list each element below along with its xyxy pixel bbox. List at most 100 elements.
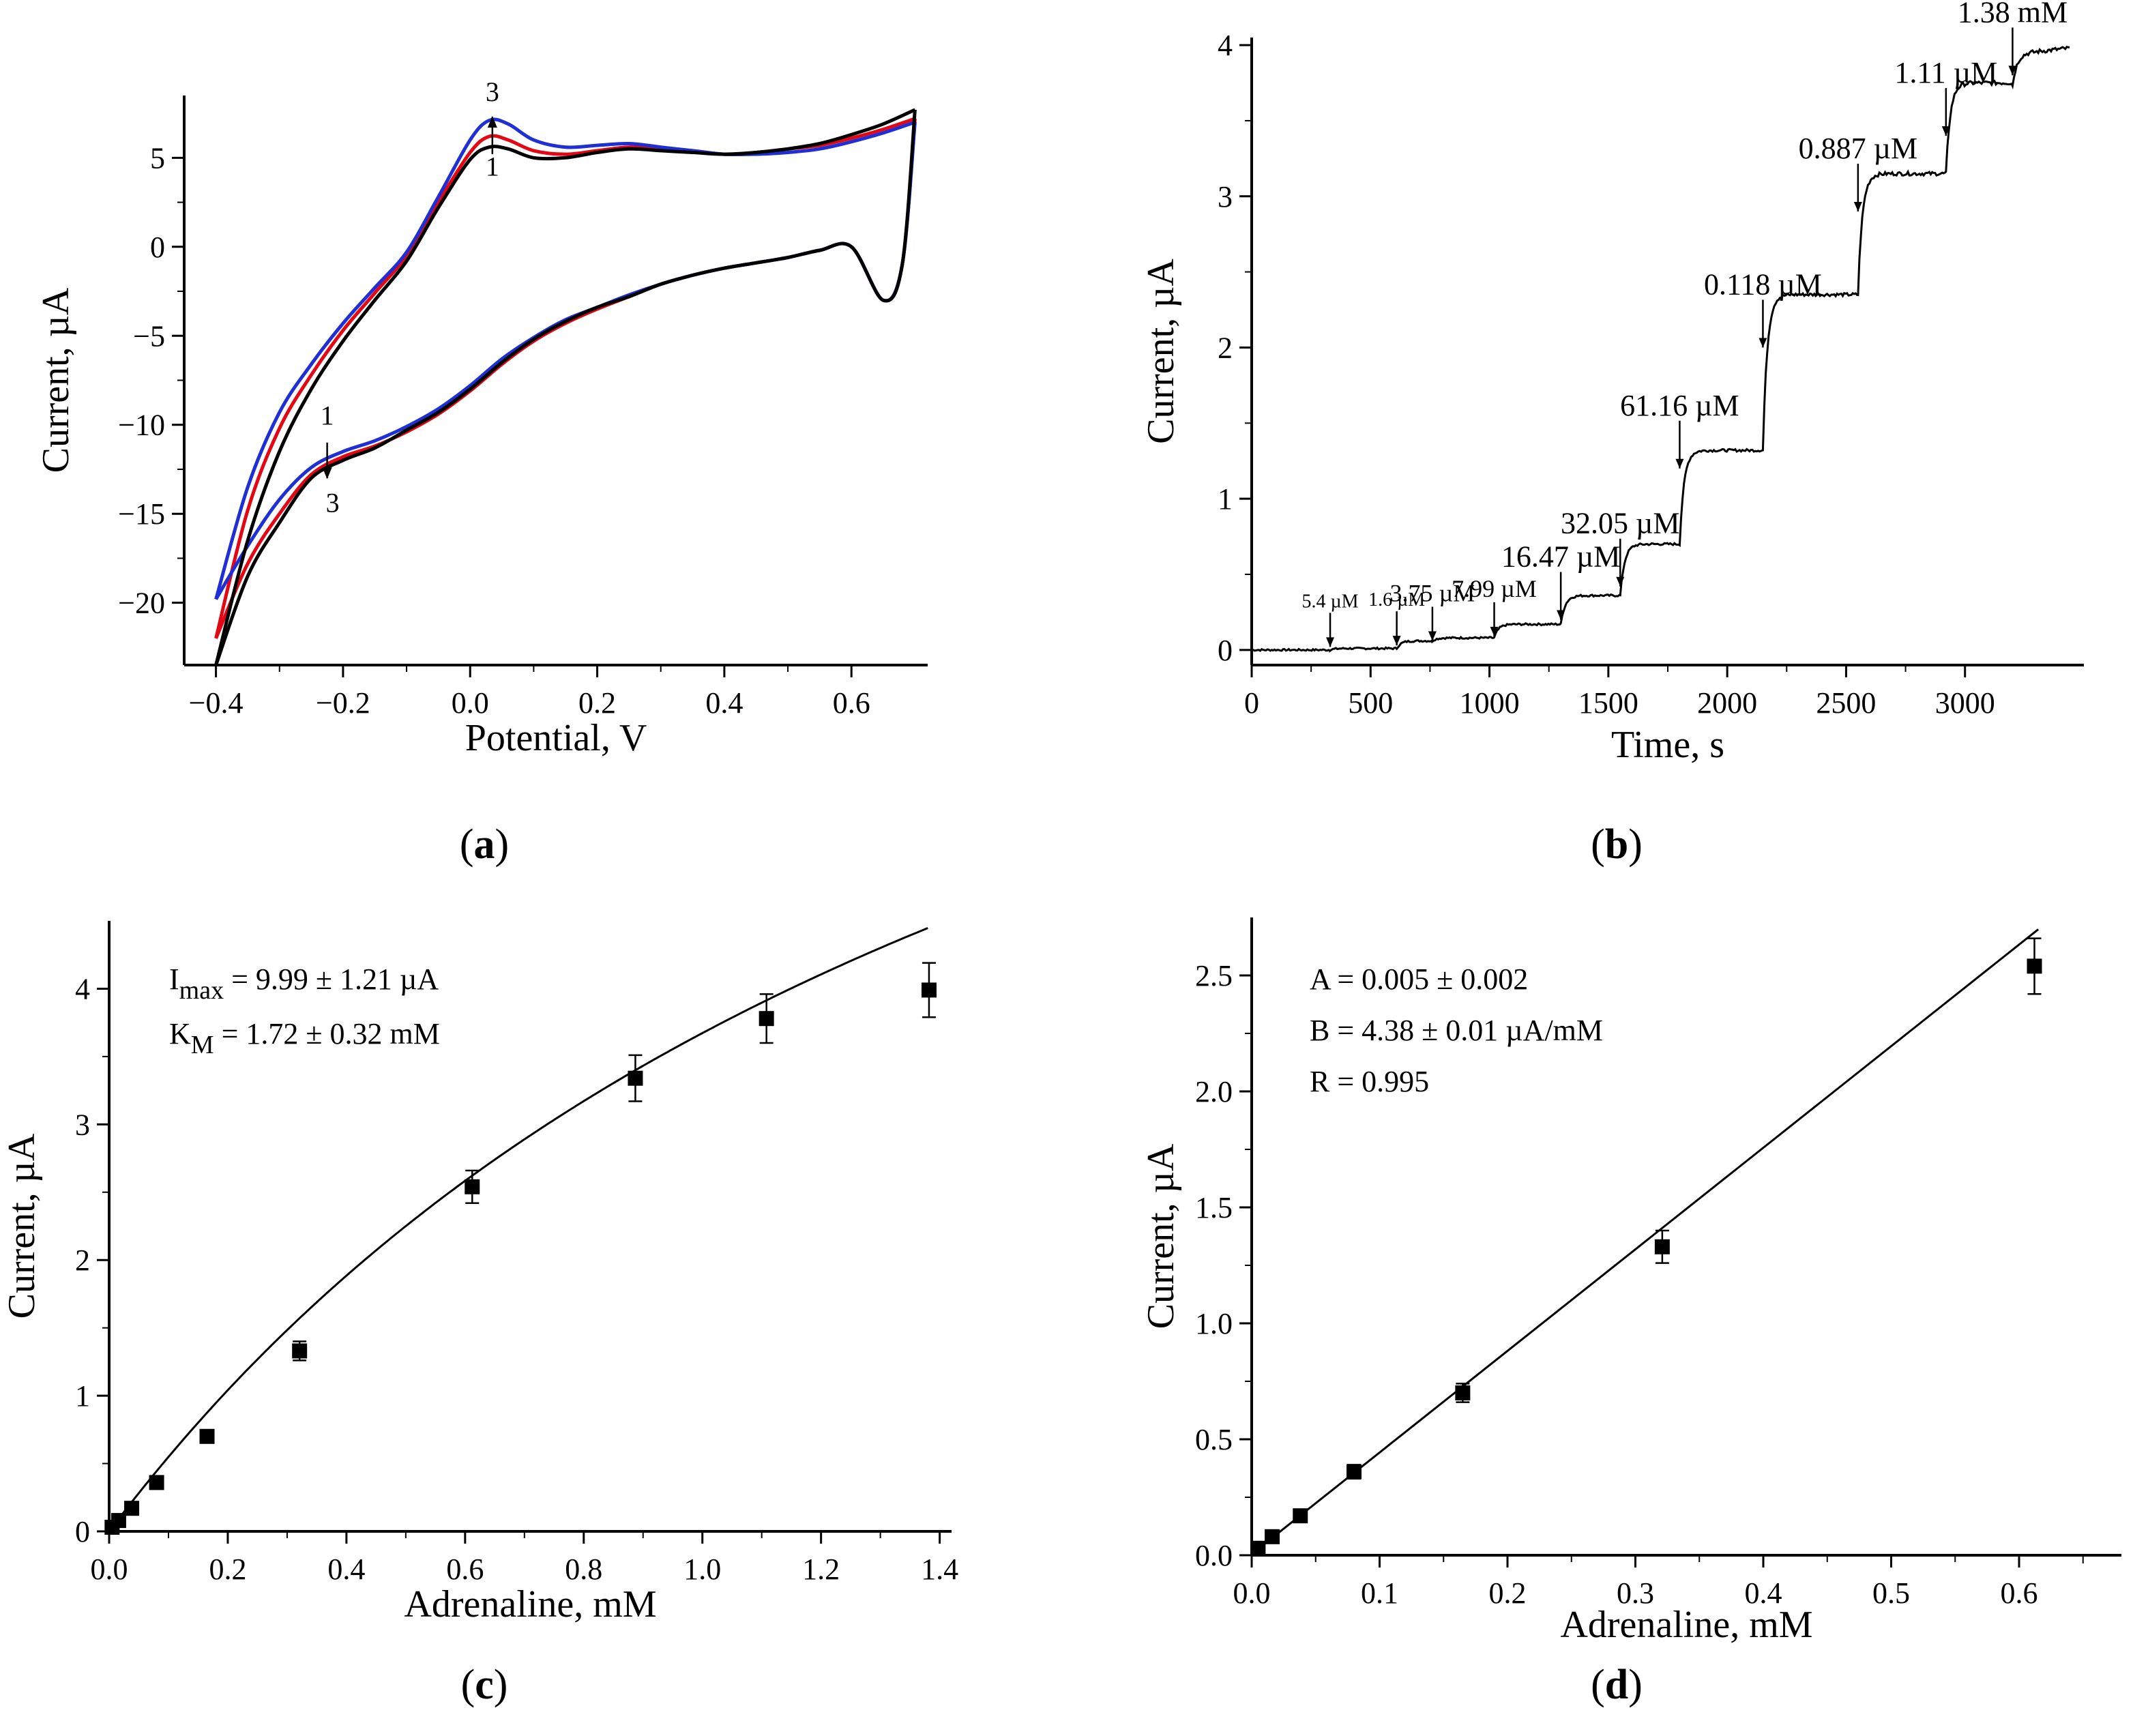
addition-label: 0.887 µM xyxy=(1799,132,1917,165)
addition-arrowhead xyxy=(2008,65,2017,76)
addition-label: 32.05 µM xyxy=(1561,507,1679,540)
cv-annotation: 3 xyxy=(326,488,340,518)
addition-label: 16.47 µM xyxy=(1501,540,1620,573)
y-tick-label: 3 xyxy=(1218,180,1233,214)
cv-series-2-forward xyxy=(214,117,916,639)
cv-series-2-reverse xyxy=(214,118,917,639)
y-tick-label: 2.5 xyxy=(1195,959,1233,992)
cv-arrowhead xyxy=(487,116,497,128)
fit-curve xyxy=(108,927,928,1532)
x-axis-label: Adrenaline, mM xyxy=(404,1583,656,1625)
y-tick-label: −10 xyxy=(118,409,165,442)
y-tick-label: 1 xyxy=(75,1379,90,1413)
x-tick-label: 0.5 xyxy=(1872,1576,1910,1610)
fit-parameter: KM = 1.72 ± 0.32 mM xyxy=(169,1017,440,1059)
y-tick-label: 0 xyxy=(1218,634,1233,667)
addition-label: 0.118 µM xyxy=(1704,267,1822,301)
panel-d: 0.0 0.1 0.2 0.3 0.4 0.5 0.6 0.0 0.5 1.0 1.5 2.0 2.5 A… xyxy=(1140,917,2121,1708)
x-tick-label: 0.8 xyxy=(565,1553,602,1586)
addition-label: 61.16 µM xyxy=(1620,389,1739,422)
y-tick-label: 4 xyxy=(75,972,90,1005)
panel-label: (a) xyxy=(460,821,509,868)
panel-label-letter: c xyxy=(475,1662,494,1708)
addition-arrowhead xyxy=(1557,610,1565,620)
panel-label-open: ( xyxy=(461,1662,475,1708)
x-tick-label: −0.4 xyxy=(189,686,244,720)
y-axis-label: Current, µA xyxy=(1140,259,1182,444)
panel-label-close: ) xyxy=(494,1662,508,1708)
data-point xyxy=(111,1513,126,1529)
y-tick-label: 0.0 xyxy=(1195,1539,1233,1572)
y-tick-label: 2 xyxy=(75,1244,90,1277)
y-tick-label: 4 xyxy=(1218,29,1233,62)
y-tick-label: 0.5 xyxy=(1195,1423,1233,1456)
addition-arrowhead xyxy=(1326,637,1335,647)
data-point xyxy=(1347,1464,1362,1480)
data-point xyxy=(292,1343,308,1359)
y-tick-label: 3 xyxy=(75,1108,90,1141)
fit-parameter-value: = 1.72 ± 0.32 mM xyxy=(214,1017,440,1050)
x-tick-label: 1.2 xyxy=(802,1553,840,1586)
y-tick-label: 1.0 xyxy=(1195,1307,1233,1340)
x-tick-label: 500 xyxy=(1348,686,1393,720)
addition-label: 1.38 mM xyxy=(1958,0,2068,29)
y-axis-label: Current, µA xyxy=(35,287,77,473)
x-tick-label: 0.0 xyxy=(452,686,489,720)
addition-arrowhead xyxy=(1490,626,1499,636)
y-tick-label: 2.0 xyxy=(1195,1075,1233,1108)
fit-parameter-symbol: I xyxy=(169,962,179,996)
data-point xyxy=(1265,1529,1280,1544)
panel-label: (c) xyxy=(461,1662,508,1708)
cv-series-1-forward xyxy=(214,108,916,666)
x-tick-label: 0.6 xyxy=(2001,1576,2038,1610)
x-tick-label: 0.1 xyxy=(1361,1576,1398,1610)
panel-label-close: ) xyxy=(1628,821,1643,868)
y-tick-label: −5 xyxy=(133,319,165,353)
x-tick-label: 0.6 xyxy=(446,1553,484,1586)
y-tick-label: 1.5 xyxy=(1195,1191,1233,1224)
x-tick-label: 0.0 xyxy=(91,1553,128,1586)
fit-line xyxy=(1251,928,2040,1555)
x-tick-label: 0.0 xyxy=(1233,1576,1271,1610)
panel-label-letter: d xyxy=(1605,1662,1628,1708)
y-tick-label: −15 xyxy=(118,497,165,531)
addition-arrowhead xyxy=(1392,636,1401,646)
x-tick-label: 2500 xyxy=(1816,686,1876,720)
x-tick-label: 0.4 xyxy=(1745,1576,1782,1610)
fit-parameter: Imax = 9.99 ± 1.21 µA xyxy=(169,962,439,1005)
addition-arrowhead xyxy=(1428,631,1437,641)
addition-label: 1.11 µM xyxy=(1894,56,1997,89)
panel-a: −0.4 −0.2 0.0 0.2 0.4 0.6 5 0 −5 −10 −15 −20 Potenti… xyxy=(35,76,928,868)
addition-arrowhead xyxy=(1675,458,1684,469)
fit-parameter-subscript: max xyxy=(179,976,224,1005)
x-tick-label: 0.2 xyxy=(209,1553,246,1586)
data-point xyxy=(921,982,937,998)
panel-c: 0.0 0.2 0.4 0.6 0.8 1.0 1.2 1.4 0 1 2 3 4 Adrenaline,… xyxy=(1,921,958,1708)
data-point xyxy=(628,1070,643,1086)
panel-label-open: ( xyxy=(460,821,474,868)
cv-series-1-reverse xyxy=(214,109,917,666)
x-tick-label: −0.2 xyxy=(316,686,370,720)
x-tick-label: 0.3 xyxy=(1617,1576,1654,1610)
panel-label-letter: a xyxy=(474,821,495,868)
data-point xyxy=(2027,958,2042,974)
addition-label: 7.99 µM xyxy=(1452,575,1537,602)
addition-arrowhead xyxy=(1853,201,1862,211)
data-point xyxy=(124,1501,140,1516)
data-point xyxy=(1250,1540,1266,1556)
fit-parameter-subscript: M xyxy=(191,1031,214,1059)
panel-label-letter: b xyxy=(1605,821,1628,868)
y-tick-label: 0 xyxy=(75,1515,90,1548)
data-point xyxy=(465,1179,480,1194)
x-tick-label: 0.2 xyxy=(578,686,616,720)
data-point xyxy=(759,1011,774,1027)
cv-annotation: 3 xyxy=(486,76,499,107)
data-point xyxy=(1293,1508,1308,1524)
x-axis-label: Potential, V xyxy=(465,717,647,759)
x-tick-label: 3000 xyxy=(1935,686,1995,720)
cv-annotation: 1 xyxy=(486,151,499,181)
x-tick-label: 1.0 xyxy=(683,1553,721,1586)
panel-label: (d) xyxy=(1591,1662,1643,1708)
addition-label: 3.75 µM xyxy=(1390,580,1475,607)
